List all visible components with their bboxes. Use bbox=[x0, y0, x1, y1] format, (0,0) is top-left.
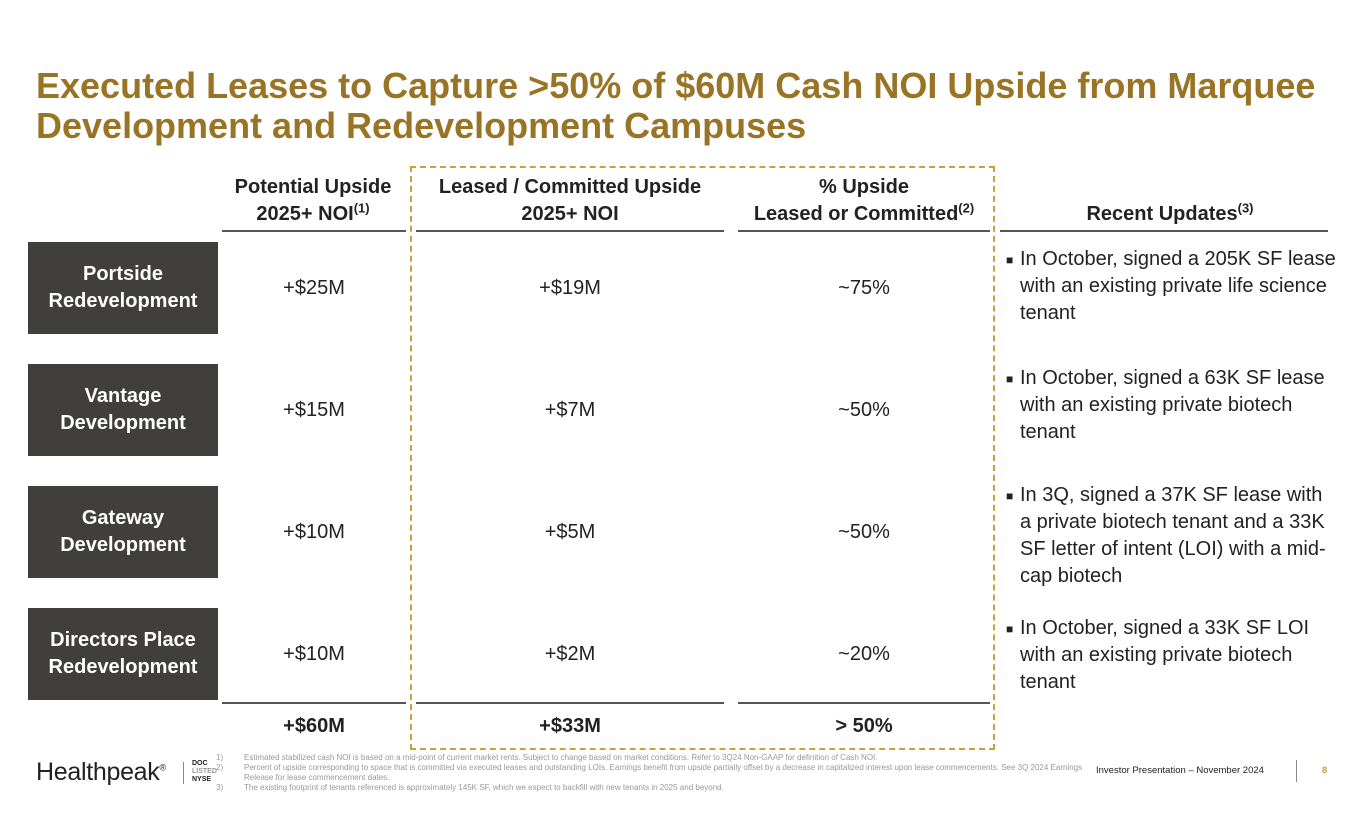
cell-leased: +$7M bbox=[544, 399, 596, 421]
total-rule bbox=[416, 702, 724, 704]
page-number: 8 bbox=[1322, 765, 1328, 776]
highlight-box bbox=[410, 166, 995, 750]
footnote: 2) Percent of upside corresponding to sp… bbox=[216, 763, 1083, 782]
total-leased: +$33M bbox=[539, 715, 601, 737]
row-label-vantage: Vantage Development bbox=[28, 364, 218, 456]
cell-pct: ~50% bbox=[838, 521, 890, 543]
healthpeak-logo: Healthpeak® bbox=[36, 758, 166, 786]
header-rule bbox=[1000, 230, 1328, 232]
footnote: 1) Estimated stabilized cash NOI is base… bbox=[216, 753, 878, 762]
row-label-directors-place: Directors Place Redevelopment bbox=[28, 608, 218, 700]
square-bullet-icon: ■ bbox=[1006, 622, 1014, 636]
total-rule bbox=[222, 702, 406, 704]
cell-leased: +$19M bbox=[539, 277, 601, 299]
update-item: ■ In October, signed a 33K SF LOI with a… bbox=[1006, 615, 1336, 696]
presentation-label: Investor Presentation – November 2024 bbox=[1096, 765, 1264, 776]
square-bullet-icon: ■ bbox=[1006, 253, 1014, 267]
total-rule bbox=[738, 702, 990, 704]
footnotes: 1) Estimated stabilized cash NOI is base… bbox=[216, 753, 1086, 793]
row-label-gateway: Gateway Development bbox=[28, 486, 218, 578]
header-potential: Potential Upside 2025+ NOI(1) bbox=[234, 176, 392, 225]
total-pct: > 50% bbox=[835, 715, 893, 737]
cell-potential: +$10M bbox=[283, 643, 345, 665]
row-label-portside: Portside Redevelopment bbox=[28, 242, 218, 334]
footer-divider bbox=[1296, 760, 1297, 782]
header-rule bbox=[222, 230, 406, 232]
cell-pct: ~50% bbox=[838, 399, 890, 421]
update-item: ■ In October, signed a 63K SF lease with… bbox=[1006, 365, 1336, 446]
logo-divider bbox=[183, 762, 184, 784]
square-bullet-icon: ■ bbox=[1006, 372, 1014, 386]
cell-potential: +$15M bbox=[283, 399, 345, 421]
header-rule bbox=[416, 230, 724, 232]
nyse-ticker: DOC LISTED NYSE bbox=[192, 760, 217, 783]
update-item: ■ In October, signed a 205K SF lease wit… bbox=[1006, 246, 1336, 327]
cell-potential: +$25M bbox=[283, 277, 345, 299]
page-title: Executed Leases to Capture >50% of $60M … bbox=[36, 65, 1316, 146]
header-rule bbox=[738, 230, 990, 232]
cell-leased: +$5M bbox=[544, 521, 596, 543]
header-leased: Leased / Committed Upside 2025+ NOI bbox=[438, 176, 702, 225]
update-item: ■ In 3Q, signed a 37K SF lease with a pr… bbox=[1006, 482, 1336, 590]
total-potential: +$60M bbox=[283, 715, 345, 737]
cell-potential: +$10M bbox=[283, 521, 345, 543]
cell-leased: +$2M bbox=[544, 643, 596, 665]
cell-pct: ~20% bbox=[838, 643, 890, 665]
cell-pct: ~75% bbox=[838, 277, 890, 299]
footnote: 3) The existing footprint of tenants ref… bbox=[216, 783, 724, 792]
header-updates: Recent Updates(3) bbox=[1086, 200, 1254, 225]
square-bullet-icon: ■ bbox=[1006, 489, 1014, 503]
header-pct: % Upside Leased or Committed(2) bbox=[753, 176, 975, 225]
